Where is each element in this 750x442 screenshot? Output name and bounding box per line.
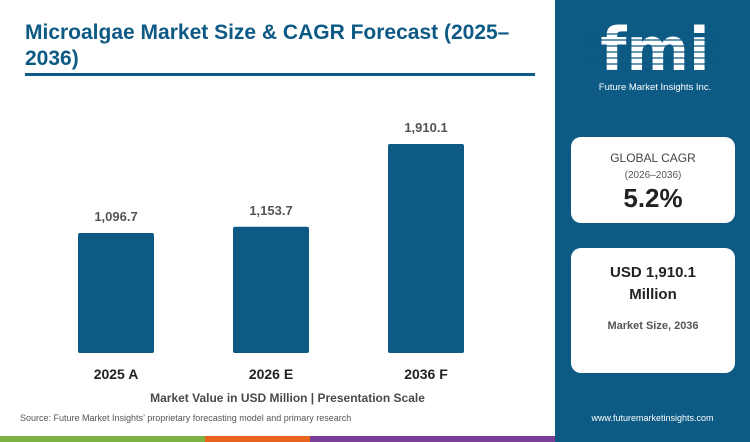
bar-chart: 1,096.7 2025 A 1,153.7 2026 E 1,910.1 2036 F xyxy=(78,120,464,382)
x-tick-label-3: 2036 F xyxy=(404,366,448,382)
chart-panel: Microalgae Market Size & CAGR Forecast (… xyxy=(20,21,535,423)
footer-stripe-green xyxy=(0,436,205,442)
cagr-value: 5.2% xyxy=(623,183,683,213)
bar-3 xyxy=(388,144,464,353)
footer-stripe-blue xyxy=(555,436,750,442)
bar-2 xyxy=(233,226,309,353)
footer-stripe-orange xyxy=(205,436,310,442)
x-axis-title: Market Value in USD Million | Presentati… xyxy=(150,391,425,405)
x-tick-label-1: 2025 A xyxy=(94,366,139,382)
source-note: Source: Future Market Insights’ propriet… xyxy=(20,413,352,423)
market-size-value-line1: USD 1,910.1 xyxy=(610,264,696,281)
cagr-card: GLOBAL CAGR (2026–2036) 5.2% xyxy=(571,137,735,223)
bar-value-label-1: 1,096.7 xyxy=(94,209,137,224)
logo-stripes xyxy=(585,33,725,65)
sidebar: fmi Future Market Insights Inc. GLOBAL C… xyxy=(555,0,750,436)
bar-1 xyxy=(78,233,154,353)
x-tick-label-2: 2026 E xyxy=(249,366,293,382)
logo-tagline: Future Market Insights Inc. xyxy=(599,82,711,93)
cagr-label: GLOBAL CAGR xyxy=(610,151,696,165)
market-size-value-line2: Million xyxy=(629,286,677,303)
footer-stripe-purple xyxy=(310,436,555,442)
logo-letters: fmi xyxy=(600,15,709,85)
title-underline xyxy=(25,73,535,76)
market-size-label: Market Size, 2036 xyxy=(607,320,699,332)
market-size-value: USD 1,910.1 Million xyxy=(571,262,735,306)
chart-title: Microalgae Market Size & CAGR Forecast (… xyxy=(25,21,510,70)
bar-value-label-2: 1,153.7 xyxy=(249,203,292,218)
cagr-period: (2026–2036) xyxy=(624,170,682,181)
website-link[interactable]: www.futuremarketinsights.com xyxy=(591,413,714,423)
bar-value-label-3: 1,910.1 xyxy=(404,120,447,135)
market-size-card: USD 1,910.1 Million Market Size, 2036 xyxy=(571,248,735,373)
fmi-logo: fmi Future Market Insights Inc. xyxy=(585,15,725,93)
